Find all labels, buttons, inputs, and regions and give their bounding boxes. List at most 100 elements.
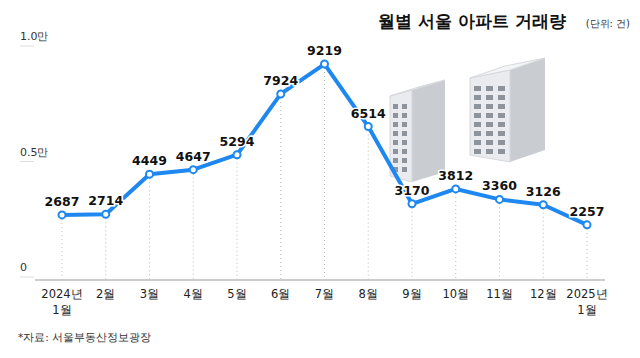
building-window <box>474 140 481 145</box>
marker <box>234 151 241 158</box>
marker <box>496 196 503 203</box>
drop-line <box>193 170 194 280</box>
x-tick-label: 2025년 1월 <box>566 287 607 317</box>
title: 월별 서울 아파트 거래량 <box>378 11 566 31</box>
building-window <box>474 122 481 127</box>
plot-area <box>59 61 591 229</box>
building-window <box>402 167 407 172</box>
drop-line <box>499 199 500 280</box>
building-window <box>402 140 407 145</box>
building-window <box>474 104 481 109</box>
building-window <box>486 140 493 145</box>
building-window <box>393 140 398 145</box>
subtitle: (단위: 건) <box>586 18 630 29</box>
x-tick-label-line: 6월 <box>271 287 290 301</box>
building-window <box>486 95 493 100</box>
y-tick <box>20 46 34 47</box>
x-tick-label: 9월 <box>402 287 421 301</box>
building-window <box>498 104 505 109</box>
x-tick-label-line: 1월 <box>52 303 71 317</box>
drop-line <box>412 204 413 280</box>
building-window <box>498 131 505 136</box>
x-tick-label-line: 2024년 <box>41 287 82 301</box>
data-label: 6514 <box>351 106 386 121</box>
y-tick <box>20 161 34 162</box>
x-tick-label: 12월 <box>530 287 557 301</box>
data-label: 2714 <box>88 193 123 208</box>
data-label: 3170 <box>395 183 430 198</box>
x-tick-label-line: 4월 <box>184 287 203 301</box>
building-window <box>393 113 398 118</box>
data-label: 4449 <box>132 153 167 168</box>
building-front <box>470 70 510 162</box>
y-tick-label: 0 <box>20 261 27 274</box>
x-tick-label-line: 1월 <box>577 303 596 317</box>
drop-line <box>587 225 588 280</box>
marker <box>102 211 109 218</box>
drop-line <box>105 214 106 280</box>
x-tick-label-line: 3월 <box>140 287 159 301</box>
building-window <box>486 149 493 154</box>
drop-line <box>543 205 544 280</box>
x-tick-label-line: 11월 <box>486 287 513 301</box>
x-tick-label: 10월 <box>442 287 469 301</box>
drop-line <box>280 94 281 280</box>
marker <box>365 123 372 130</box>
data-label: 2687 <box>45 194 80 209</box>
x-tick-label-line: 12월 <box>530 287 557 301</box>
drop-line <box>237 155 238 280</box>
data-label: 3126 <box>526 184 561 199</box>
building-side <box>510 58 545 162</box>
marker <box>277 90 284 97</box>
x-tick-label: 3월 <box>140 287 159 301</box>
building-window <box>393 131 398 136</box>
building-window <box>498 149 505 154</box>
building-window <box>486 86 493 91</box>
building-window <box>393 104 398 109</box>
building-icon <box>390 58 545 182</box>
building-window <box>498 113 505 118</box>
data-label: 2257 <box>570 204 605 219</box>
building-window <box>402 131 407 136</box>
building-window <box>402 149 407 154</box>
building-window <box>498 140 505 145</box>
x-axis <box>35 280 605 281</box>
drop-line <box>149 174 150 280</box>
data-label: 7924 <box>263 73 298 88</box>
building-window <box>402 158 407 163</box>
x-tick-label-line: 9월 <box>402 287 421 301</box>
building-window <box>474 149 481 154</box>
data-label: 5294 <box>220 134 255 149</box>
building-window <box>474 86 481 91</box>
drop-line <box>368 127 369 280</box>
x-tick-label-line: 7월 <box>315 287 334 301</box>
building-window <box>486 113 493 118</box>
marker <box>409 200 416 207</box>
x-tick-label: 6월 <box>271 287 290 301</box>
y-tick-label: 0.5만 <box>20 146 49 159</box>
x-tick-label: 7월 <box>315 287 334 301</box>
x-tick-label-line: 5월 <box>227 287 246 301</box>
x-tick-label-line: 2월 <box>96 287 115 301</box>
marker <box>59 211 66 218</box>
building-window <box>474 95 481 100</box>
x-tick-label: 2월 <box>96 287 115 301</box>
line <box>62 64 587 225</box>
building-window <box>498 122 505 127</box>
building-window <box>402 122 407 127</box>
x-tick-label: 4월 <box>184 287 203 301</box>
marker <box>190 166 197 173</box>
building-roof <box>470 58 545 78</box>
y-tick <box>20 277 34 278</box>
page: {"chart_data": {"type": "line", "title":… <box>0 0 640 358</box>
data-label: 9219 <box>307 43 342 58</box>
marker <box>321 61 328 68</box>
building-window <box>474 131 481 136</box>
x-tick-label: 8월 <box>359 287 378 301</box>
data-label: 3812 <box>438 168 473 183</box>
building-window <box>486 104 493 109</box>
building-roof <box>390 80 445 96</box>
building-window <box>474 113 481 118</box>
x-tick-label-line: 2025년 <box>566 287 607 301</box>
building-window <box>393 158 398 163</box>
